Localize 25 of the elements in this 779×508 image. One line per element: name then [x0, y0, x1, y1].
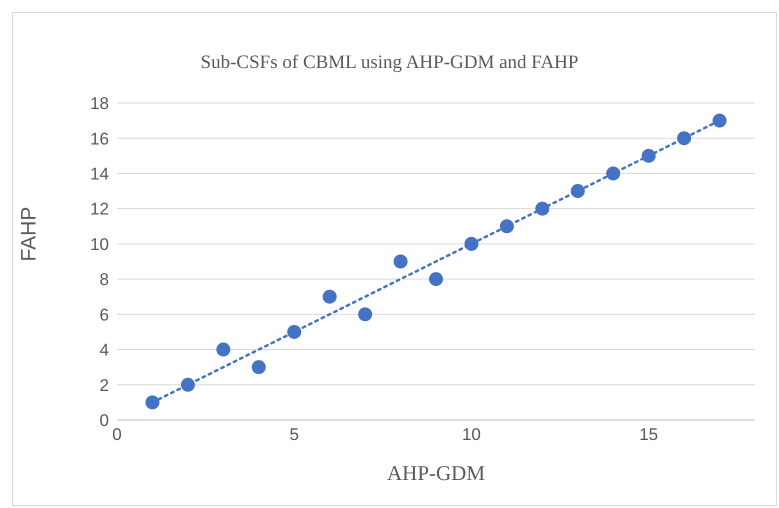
- point: [216, 342, 230, 357]
- point: [322, 290, 337, 304]
- x-tick-label: 10: [462, 425, 481, 444]
- y-tick-label: 2: [100, 376, 109, 395]
- chart-title: Sub-CSFs of CBML using AHP-GDM and FAHP: [200, 52, 580, 74]
- y-tick-label: 18: [90, 94, 109, 114]
- y-tick-label: 6: [100, 305, 109, 324]
- point: [394, 254, 408, 268]
- x-tick-label: 5: [289, 425, 299, 444]
- point: [712, 114, 727, 128]
- x-tick-label: 0: [112, 425, 122, 444]
- y-tick-label: 10: [90, 234, 109, 254]
- y-tick-label: 0: [100, 411, 109, 430]
- y-tick-label: 14: [90, 164, 109, 184]
- point: [252, 360, 266, 374]
- point: [358, 307, 372, 322]
- x-tick-label: 15: [639, 425, 658, 444]
- point: [429, 272, 443, 286]
- x-axis-title: AHP-GDM: [386, 461, 486, 485]
- y-tick-label: 16: [90, 129, 109, 148]
- point: [145, 395, 160, 410]
- y-axis-title: FAHP: [17, 206, 40, 262]
- y-tick-label: 12: [90, 200, 109, 219]
- y-tick-label: 4: [100, 340, 109, 360]
- y-tick-label: 8: [100, 270, 109, 290]
